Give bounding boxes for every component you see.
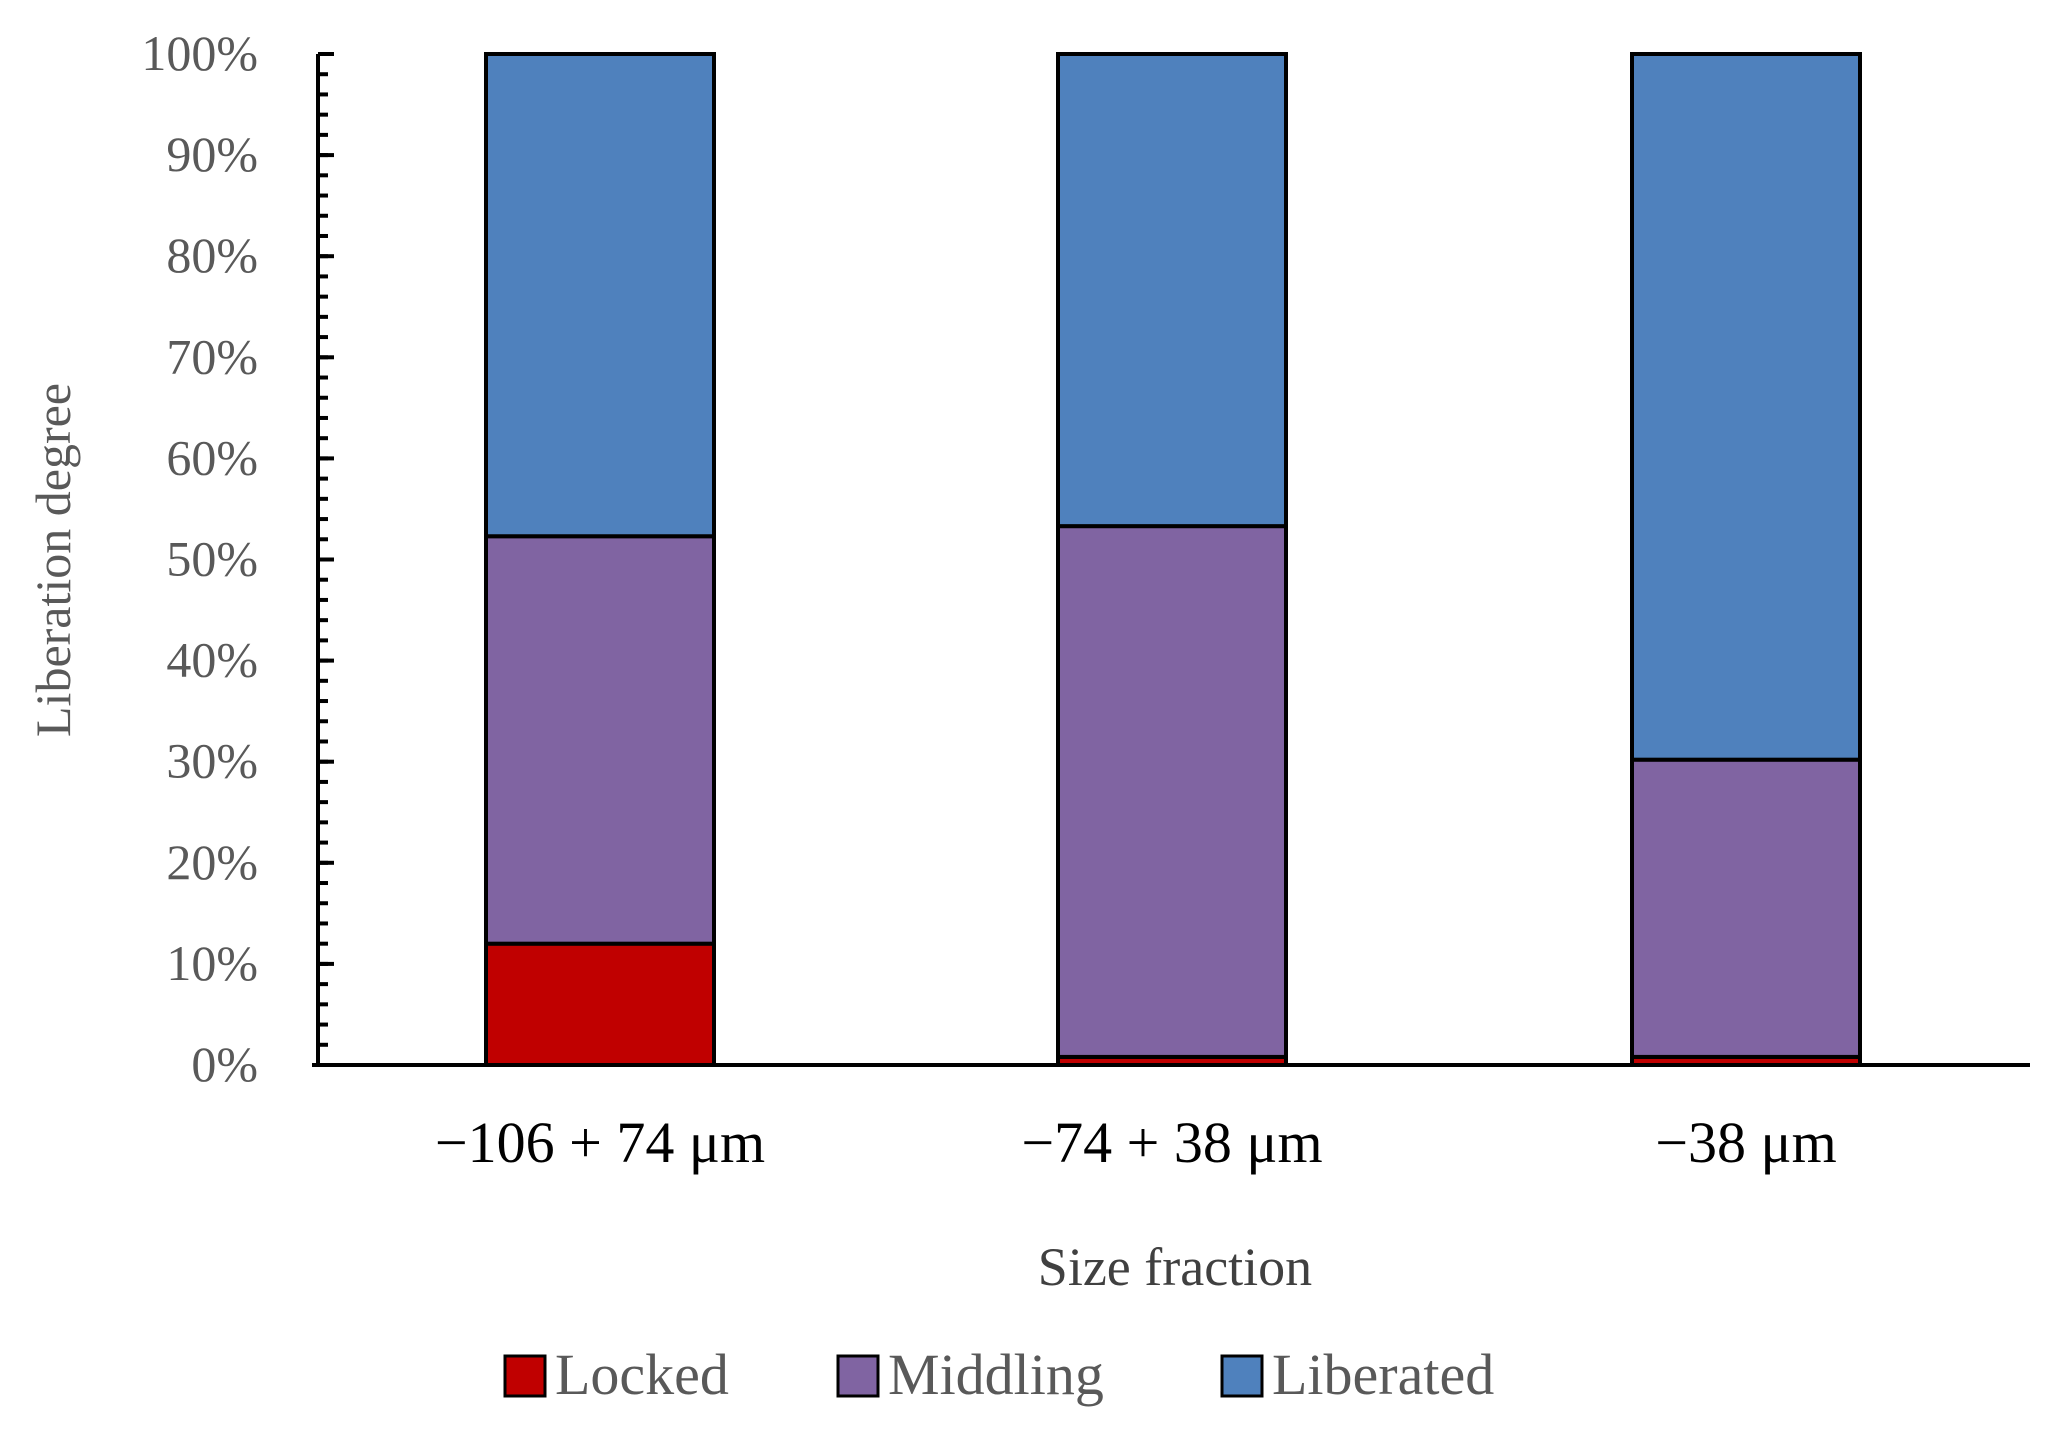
axes-layer: 0% 10% 20% 30% 40% 50% 60% 70% 80% 90% 100% −106 + … xyxy=(141,25,2030,1175)
legend-label-locked: Locked xyxy=(555,1342,729,1407)
bar-liberated-1 xyxy=(484,52,716,539)
bar-middling-1 xyxy=(484,534,716,946)
legend-label-liberated: Liberated xyxy=(1272,1342,1494,1407)
bars-layer xyxy=(484,52,1862,1067)
legend-label-middling: Middling xyxy=(888,1342,1104,1407)
bar-middling-3 xyxy=(1630,757,1862,1059)
y-axis-title: Liberation degree xyxy=(25,383,81,737)
bar-locked-1 xyxy=(484,941,716,1067)
y-tick-label: 0% xyxy=(191,1036,258,1092)
x-tick-label: −74 + 38 μm xyxy=(1021,1110,1322,1175)
x-tick-label: −38 μm xyxy=(1655,1110,1836,1175)
x-tick-label: −106 + 74 μm xyxy=(435,1110,765,1175)
bar-liberated-2 xyxy=(1056,52,1288,529)
legend-swatch-middling xyxy=(836,1354,880,1398)
labels-layer: Liberation degree Size fraction xyxy=(25,383,1312,1297)
y-tick-label: 40% xyxy=(166,632,258,688)
legend: Locked Middling Liberated xyxy=(503,1342,1494,1407)
bar-middling-2 xyxy=(1056,524,1288,1059)
y-tick-label: 60% xyxy=(166,429,258,485)
y-tick-label: 80% xyxy=(166,227,258,283)
y-tick-label: 10% xyxy=(166,935,258,991)
y-tick-label: 100% xyxy=(141,25,258,81)
y-tick-label: 30% xyxy=(166,733,258,789)
legend-swatch-locked xyxy=(503,1354,547,1398)
legend-swatch-liberated xyxy=(1220,1354,1264,1398)
y-tick-label: 50% xyxy=(166,531,258,587)
y-tick-label: 20% xyxy=(166,834,258,890)
y-tick-label: 70% xyxy=(166,328,258,384)
y-tick-label: 90% xyxy=(166,126,258,182)
x-axis-title: Size fraction xyxy=(1038,1237,1312,1297)
bar-liberated-3 xyxy=(1630,52,1862,762)
